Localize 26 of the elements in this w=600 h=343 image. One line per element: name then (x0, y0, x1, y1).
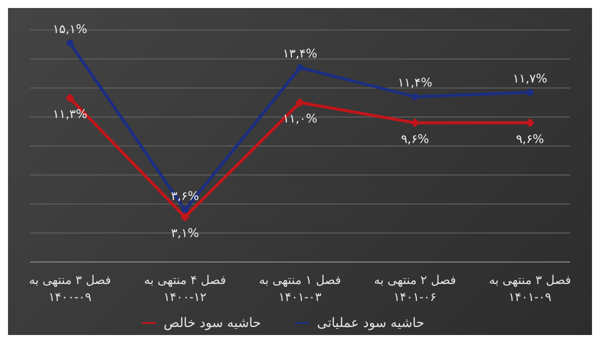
data-label: ۱۵,۱% (52, 22, 88, 36)
data-label: ۳,۱% (170, 226, 200, 240)
data-label: ۹,۶% (400, 132, 430, 146)
point (182, 206, 188, 214)
legend-label: حاشیه سود عملیاتی (316, 316, 424, 331)
data-label: ۳,۶% (170, 188, 200, 203)
point (180, 212, 190, 222)
x-tick-label: فصل ۲ منتهی به ۱۴۰۱-۰۶ (374, 273, 456, 304)
point (410, 118, 420, 128)
point (526, 118, 534, 128)
point (296, 64, 304, 72)
data-label: ۱۳,۴% (282, 46, 318, 61)
data-label: ۱۱,۰% (282, 112, 318, 126)
point (66, 40, 74, 47)
data-label: ۱۱,۷% (512, 71, 548, 86)
x-tick-label: فصل ۴ منتهی به ۱۴۰۰-۱۲ (144, 273, 226, 304)
x-tick-label: فصل ۳ منتهی به ۱۴۰۱-۰۹ (488, 273, 572, 304)
x-tick-label: فصل ۱ منتهی به ۱۴۰۱-۰۳ (258, 273, 342, 304)
point (296, 98, 304, 107)
point (526, 88, 534, 96)
point (66, 94, 74, 103)
data-label: ۹,۶% (516, 132, 544, 146)
data-label: ۱۱,۴% (398, 76, 432, 90)
x-tick-label: فصل ۳ منتهی به ۱۴۰۰-۰۹ (28, 273, 112, 304)
point (412, 93, 418, 100)
legend-label: حاشیه سود خالص (164, 316, 261, 331)
